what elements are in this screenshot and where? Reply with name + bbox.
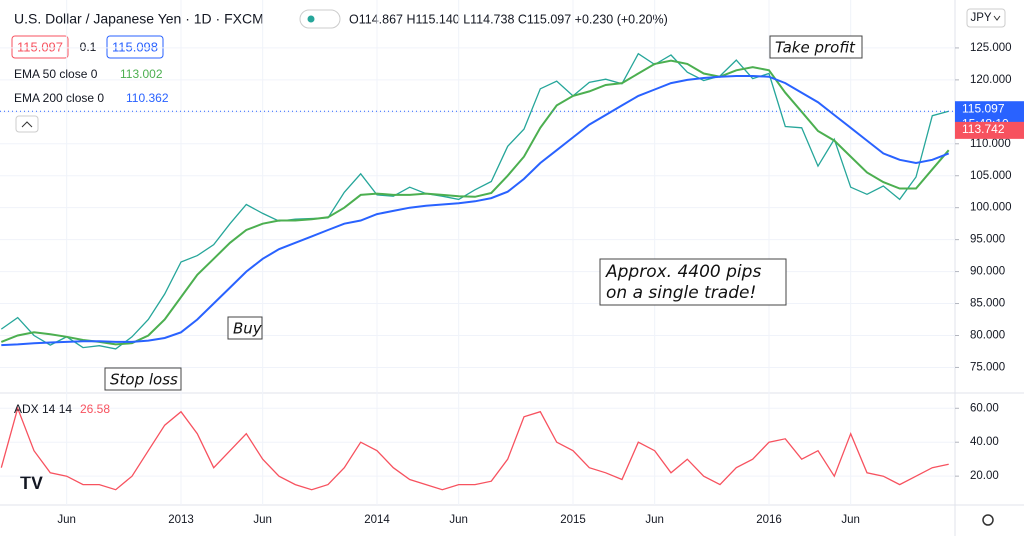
legend-value: 113.002 [120, 67, 163, 81]
annotation-text: on a single trade! [606, 283, 756, 303]
x-tick-label: Jun [57, 514, 76, 526]
annotation-box [227, 316, 263, 340]
collapse-button[interactable] [15, 115, 39, 133]
series-line [1, 75, 950, 347]
settings-icon[interactable] [982, 514, 994, 526]
y-tick-label: 60.00 [970, 402, 999, 414]
ema-tag [955, 121, 1024, 139]
bid: 115.097 [17, 39, 63, 54]
x-tick-label: Jun [253, 514, 272, 526]
indicator-title: ADX 14 14 [14, 402, 72, 416]
price-tag-label: 115.097 [962, 101, 1005, 115]
y-tick-label: 80.000 [970, 330, 1005, 342]
x-tick-label: 2013 [168, 514, 194, 526]
currency: JPY [970, 12, 991, 24]
y-tick-label: 40.00 [970, 436, 999, 448]
x-tick-label: Jun [645, 514, 664, 526]
ema-tag-label: 113.742 [962, 122, 1005, 136]
y-tick-label: 20.00 [970, 470, 999, 482]
x-tick-label: Jun [449, 514, 468, 526]
y-tick-label: 75.000 [970, 361, 1005, 373]
x-tick-label: Jun [841, 514, 860, 526]
y-tick-label: 105.000 [970, 170, 1012, 182]
currency-button[interactable] [966, 8, 1006, 28]
y-tick-label: 90.000 [970, 266, 1005, 278]
status-dot [307, 15, 315, 23]
legend-name: EMA 50 close 0 [14, 67, 98, 81]
sell-button[interactable] [11, 35, 69, 59]
y-tick-label: 85.000 [970, 298, 1005, 310]
spread: 0.1 [80, 40, 97, 54]
x-tick-label: 2015 [560, 514, 586, 526]
symbol-title: U.S. Dollar / Japanese Yen · 1D · FXCM [14, 11, 264, 27]
series-line [0, 406, 949, 491]
annotation-text: Take profit [775, 39, 856, 57]
y-tick-label: 125.000 [970, 42, 1012, 54]
y-tick-label: 100.000 [970, 202, 1012, 214]
annotation-text: Stop loss [110, 371, 178, 389]
annotation-text: Buy [233, 320, 263, 338]
y-tick-label: 120.000 [970, 74, 1012, 86]
legend-value: 110.362 [126, 91, 169, 105]
x-tick-label: 2016 [756, 514, 782, 526]
status-pill[interactable] [299, 9, 341, 29]
ask: 115.098 [112, 39, 158, 54]
buy-button[interactable] [106, 35, 164, 59]
ohlc: O114.867 H115.140 L114.738 C115.097 +0.2… [349, 12, 668, 26]
annotation-box [599, 258, 787, 306]
series-line [0, 59, 950, 346]
series-line [0, 52, 949, 350]
legend-name: EMA 200 close 0 [14, 91, 104, 105]
indicator-value: 26.58 [80, 402, 110, 416]
currency-caret [993, 15, 1001, 21]
x-tick-label: 2014 [364, 514, 390, 526]
annotation-text: Approx. 4400 pips [605, 262, 761, 282]
tv-logo: TV [20, 473, 43, 493]
annotation-box [104, 367, 182, 391]
collapse-icon [21, 121, 33, 128]
y-tick-label: 110.000 [970, 138, 1011, 150]
y-tick-label: 95.000 [970, 234, 1005, 246]
annotation-box [769, 35, 863, 59]
